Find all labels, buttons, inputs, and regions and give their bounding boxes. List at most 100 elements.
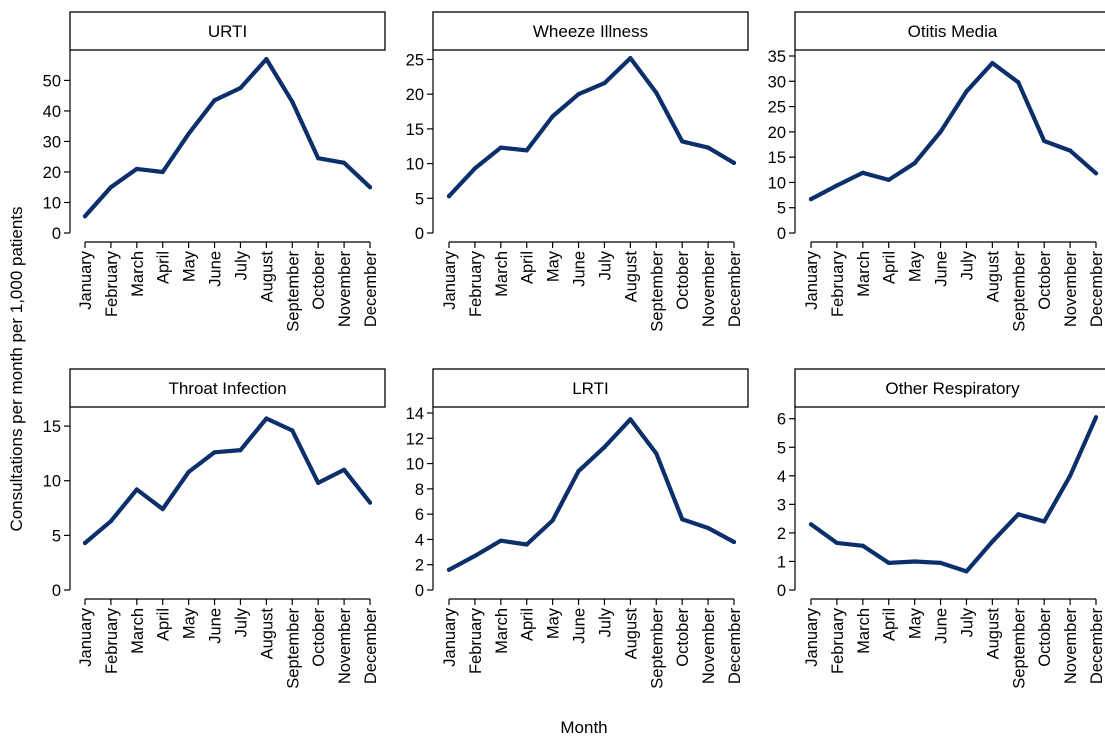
x-tick-label: January	[441, 607, 459, 666]
x-tick-label: May	[907, 607, 925, 639]
data-point	[912, 161, 917, 166]
y-tick-label: 10	[406, 156, 424, 174]
data-point	[990, 539, 995, 544]
facet-title: URTI	[208, 22, 247, 41]
y-tick-label: 0	[52, 225, 61, 243]
y-tick-label: 6	[777, 411, 786, 429]
x-tick-label: February	[829, 250, 847, 317]
data-point	[628, 55, 633, 61]
x-tick-label: June	[933, 608, 951, 644]
facet-strip	[432, 368, 749, 408]
panel-4: Throat Infection 0 5 10 15 January February Mar…	[43, 368, 386, 689]
y-axis-title: Consultations per month per 1,000 patien…	[7, 206, 26, 531]
x-tick-label: December	[1088, 608, 1105, 685]
y-tick-label: 20	[768, 124, 786, 142]
y-tick-label: 0	[52, 582, 61, 600]
y-tick-label: 8	[415, 481, 424, 499]
data-point	[808, 522, 814, 527]
data-point	[731, 539, 737, 545]
x-tick-label: December	[362, 608, 380, 685]
y-tick-label: 50	[43, 72, 61, 90]
data-point	[341, 467, 347, 472]
y-tick-label: 14	[406, 405, 424, 423]
x-tick-label: November	[700, 608, 718, 685]
x-tick-label: November	[1062, 251, 1080, 328]
panel-5: LRTI 0 2 4 6 8 10 12 14 January February March April…	[406, 368, 749, 689]
y-tick-label: 20	[43, 164, 61, 182]
y-tick-label: 12	[406, 430, 424, 448]
data-point	[654, 90, 659, 95]
x-tick-label: July	[232, 607, 250, 637]
y-tick-label: 15	[768, 149, 786, 167]
data-point	[808, 197, 814, 202]
data-point	[860, 170, 865, 175]
data-point	[524, 148, 529, 153]
data-point	[498, 538, 503, 543]
data-point	[938, 560, 943, 565]
y-tick-label: 1	[777, 553, 786, 571]
x-tick-label: June	[933, 251, 951, 287]
x-tick-label: July	[958, 607, 976, 637]
data-point	[446, 194, 452, 199]
data-point	[290, 428, 295, 433]
data-point	[472, 166, 478, 171]
x-tick-label: March	[129, 608, 147, 654]
data-point	[938, 129, 943, 134]
x-tick-label: July	[958, 250, 976, 280]
data-point	[524, 542, 529, 547]
data-point	[160, 169, 165, 175]
x-tick-label: January	[803, 607, 821, 666]
x-tick-label: January	[77, 607, 95, 666]
data-point	[472, 553, 478, 558]
x-tick-label: January	[803, 250, 821, 309]
data-point	[238, 85, 243, 91]
data-point	[1016, 80, 1021, 85]
y-tick-label: 20	[406, 86, 424, 104]
x-tick-label: January	[441, 250, 459, 309]
x-tick-label: October	[1036, 608, 1054, 667]
data-point	[212, 450, 217, 455]
x-tick-label: November	[336, 608, 354, 685]
series-line	[808, 415, 1099, 574]
data-point	[964, 569, 969, 574]
data-point	[134, 166, 139, 172]
data-point	[1067, 473, 1073, 478]
data-point	[82, 540, 88, 546]
x-tick-label: May	[907, 250, 925, 282]
data-point	[990, 60, 995, 66]
y-tick-label: 30	[43, 133, 61, 151]
x-tick-label: February	[467, 607, 485, 674]
x-tick-label: April	[155, 608, 173, 641]
data-point	[654, 451, 659, 456]
x-tick-label: September	[648, 251, 666, 332]
data-point	[834, 183, 840, 188]
x-tick-label: December	[362, 251, 380, 328]
x-tick-label: December	[1088, 251, 1105, 328]
x-tick-label: March	[855, 608, 873, 654]
y-tick-label: 0	[777, 582, 786, 600]
data-point	[576, 469, 581, 474]
x-tick-label: June	[207, 608, 225, 644]
x-tick-label: April	[155, 251, 173, 284]
data-point	[628, 417, 633, 422]
facet-title: Wheeze Illness	[533, 22, 648, 41]
y-tick-label: 5	[777, 439, 786, 457]
x-tick-label: October	[310, 251, 328, 310]
x-tick-label: November	[1062, 608, 1080, 685]
data-point	[108, 185, 114, 190]
data-point	[316, 480, 321, 486]
data-point	[705, 525, 711, 531]
y-tick-label: 4	[777, 468, 786, 486]
x-tick-label: April	[881, 608, 899, 641]
y-tick-label: 10	[406, 456, 424, 474]
y-tick-label: 2	[777, 525, 786, 543]
x-tick-label: October	[674, 251, 692, 310]
y-tick-label: 35	[768, 48, 786, 66]
y-tick-label: 3	[777, 496, 786, 514]
x-tick-label: October	[674, 608, 692, 667]
data-point	[1042, 138, 1047, 144]
x-tick-label: June	[571, 251, 589, 287]
data-point	[550, 518, 555, 523]
series-line	[446, 417, 737, 572]
